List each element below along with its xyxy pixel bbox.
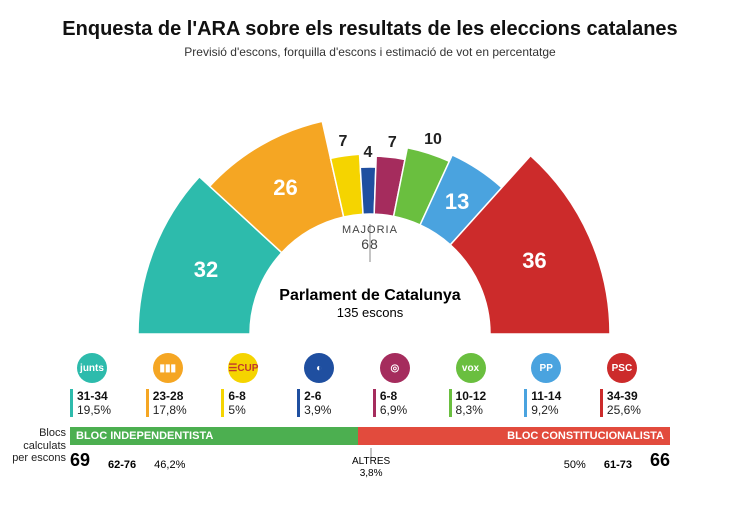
party-pct: 8,3% xyxy=(456,403,519,417)
arc-chart: MAJORIA 68 Parlament de Catalunya 135 es… xyxy=(105,69,635,349)
bloc-right: BLOC CONSTITUCIONALISTA xyxy=(358,427,670,445)
party-logo-psc: PSC xyxy=(607,353,637,383)
party-range: 6-8 xyxy=(228,389,291,403)
party-pdecat: ◐ 2-63,9% xyxy=(297,353,367,417)
party-range: 34-39 xyxy=(607,389,670,403)
party-vox: vox 10-128,3% xyxy=(449,353,519,417)
blocs-side-label: Blocs calculats per escons xyxy=(4,427,66,465)
arc-label-cup: 7 xyxy=(339,133,348,151)
party-pct: 25,6% xyxy=(607,403,670,417)
arc-label-pdecat: 4 xyxy=(363,144,372,162)
bloc-left-total: 69 xyxy=(70,450,90,471)
party-psc: PSC 34-3925,6% xyxy=(600,353,670,417)
party-range: 10-12 xyxy=(456,389,519,403)
arc-label-vox: 10 xyxy=(424,131,442,149)
arc-pdecat xyxy=(360,167,376,214)
party-range: 31-34 xyxy=(77,389,140,403)
party-junts: junts 31-3419,5% xyxy=(70,353,140,417)
party-logo-cup: ☰CUP xyxy=(228,353,258,383)
arc-label-psc: 36 xyxy=(522,248,546,274)
party-erc: ▮▮▮ 23-2817,8% xyxy=(146,353,216,417)
party-range: 6-8 xyxy=(380,389,443,403)
party-logo-junts: junts xyxy=(77,353,107,383)
party-pct: 5% xyxy=(228,403,291,417)
party-cup: ☰CUP 6-85% xyxy=(221,353,291,417)
party-pct: 3,9% xyxy=(304,403,367,417)
party-range: 2-6 xyxy=(304,389,367,403)
party-pct: 6,9% xyxy=(380,403,443,417)
altres-label: ALTRES 3,8% xyxy=(352,448,390,479)
page-title: Enquesta de l'ARA sobre els resultats de… xyxy=(30,18,710,41)
bloc-right-pct: 50% xyxy=(564,459,586,471)
blocs-numbers: 69 62-76 46,2% ALTRES 3,8% 50% 61-73 66 xyxy=(70,450,670,471)
majority-label: MAJORIA 68 xyxy=(342,224,398,252)
party-pp: PP 11-149,2% xyxy=(524,353,594,417)
party-logo-pdecat: ◐ xyxy=(304,353,334,383)
party-pct: 17,8% xyxy=(153,403,216,417)
party-pct: 19,5% xyxy=(77,403,140,417)
party-comuns: ◎ 6-86,9% xyxy=(373,353,443,417)
party-logo-erc: ▮▮▮ xyxy=(153,353,183,383)
arc-label-comuns: 7 xyxy=(388,134,397,152)
bloc-left-pct: 46,2% xyxy=(154,459,185,471)
bloc-left-range: 62-76 xyxy=(108,459,136,471)
page-subtitle: Previsió d'escons, forquilla d'escons i … xyxy=(30,45,710,59)
party-pct: 9,2% xyxy=(531,403,594,417)
party-logo-pp: PP xyxy=(531,353,561,383)
parliament-label: Parlament de Catalunya 135 escons xyxy=(279,287,460,320)
party-logo-comuns: ◎ xyxy=(380,353,410,383)
party-range: 23-28 xyxy=(153,389,216,403)
bloc-right-total: 66 xyxy=(650,450,670,471)
party-row: junts31-3419,5%▮▮▮23-2817,8%☰CUP6-85%◐2-… xyxy=(70,353,670,417)
blocs-section: Blocs calculats per escons BLOC INDEPEND… xyxy=(70,427,670,471)
arc-label-pp: 13 xyxy=(445,189,469,215)
arc-label-erc: 26 xyxy=(273,175,297,201)
party-logo-vox: vox xyxy=(456,353,486,383)
bloc-right-range: 61-73 xyxy=(604,459,632,471)
bloc-left: BLOC INDEPENDENTISTA xyxy=(70,427,358,445)
arc-label-junts: 32 xyxy=(194,257,218,283)
blocs-bar: BLOC INDEPENDENTISTA BLOC CONSTITUCIONAL… xyxy=(70,427,670,445)
party-range: 11-14 xyxy=(531,389,594,403)
